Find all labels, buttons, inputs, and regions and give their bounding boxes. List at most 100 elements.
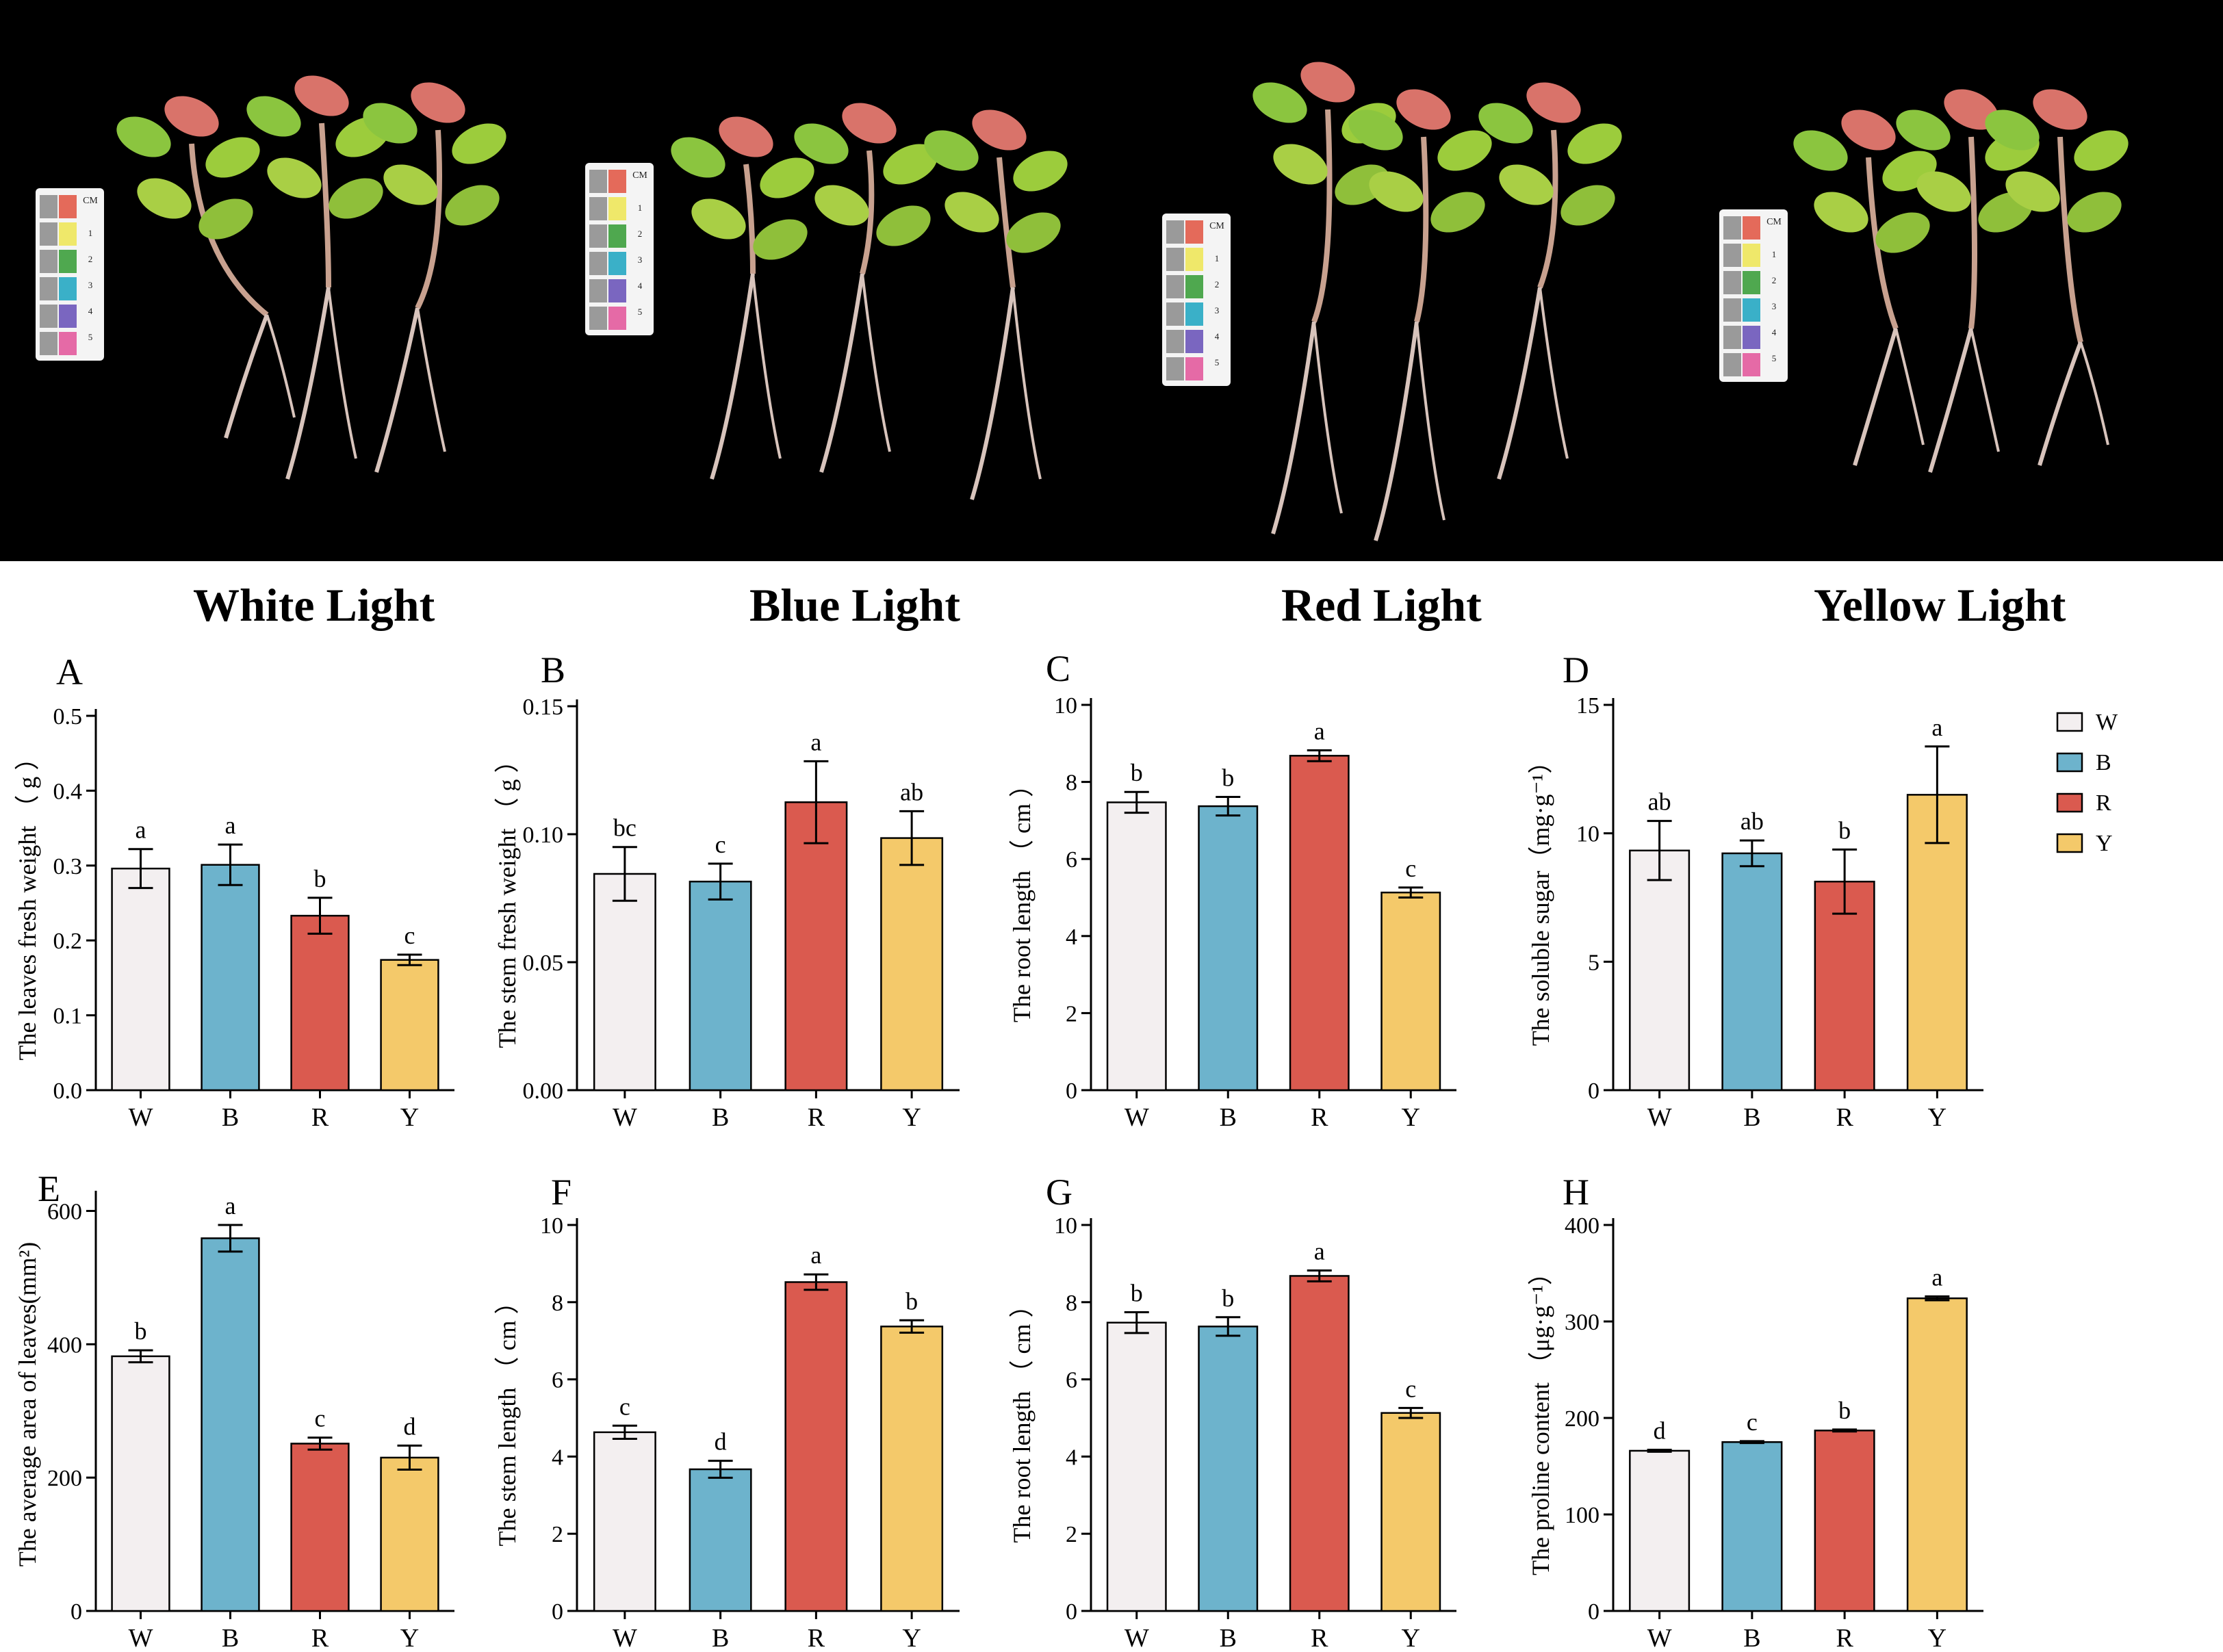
scale-card-tick: 2: [1215, 279, 1220, 289]
y-axis-label: The root length （ cm ）: [1008, 1293, 1036, 1543]
bar-r: [290, 914, 350, 1092]
significance-letter-w: ab: [1648, 788, 1671, 816]
y-tick-label: 0: [552, 1599, 563, 1625]
y-tick-label: 10: [1576, 822, 1599, 847]
scale-card-color-patch: [59, 250, 77, 273]
seedling-root: [2079, 341, 2109, 446]
scale-card-tick: 3: [638, 255, 643, 265]
significance-letter-b: c: [1747, 1408, 1758, 1436]
seedling-stem: [997, 157, 1016, 288]
seedling-leaf: [1841, 109, 1896, 151]
bar-b: [201, 864, 260, 1092]
bar-r: [1814, 1430, 1875, 1612]
bar-b: [201, 1237, 260, 1612]
seedling-leaf: [760, 157, 814, 198]
seedling-leaf: [452, 123, 506, 164]
scale-card-tick: 4: [1215, 331, 1220, 341]
seedling-leaf: [137, 178, 192, 219]
seedling-leaf: [1478, 103, 1533, 144]
significance-letter-r: b: [1838, 816, 1851, 844]
y-tick-label: 15: [1576, 693, 1599, 719]
x-tick-label-r: R: [808, 1103, 825, 1132]
seedling-stem: [189, 143, 269, 318]
seedling-root: [1415, 321, 1445, 521]
legend-label-w: W: [2096, 710, 2118, 735]
x-tick-label-w: W: [129, 1103, 153, 1132]
significance-letter-r: a: [810, 728, 821, 756]
scale-card-grey-patch: [40, 277, 57, 300]
x-tick-label-y: Y: [400, 1624, 419, 1652]
y-tick-label: 10: [540, 1213, 563, 1239]
scale-card-grey-patch: [1166, 275, 1184, 298]
scale-card-grey-patch: [40, 250, 57, 273]
panel-letter: C: [1046, 648, 1070, 689]
seedling: [1478, 82, 1622, 480]
seedling-leaf: [1348, 109, 1403, 151]
seedling-leaf: [883, 144, 938, 185]
y-tick-label: 8: [1066, 1291, 1077, 1316]
panel-letter: G: [1046, 1172, 1072, 1213]
scale-card-grey-patch: [40, 305, 57, 328]
seedling-root: [1271, 321, 1316, 534]
seedling-leaf: [164, 96, 219, 137]
seedling-leaf: [2074, 130, 2129, 171]
seedling-leaf: [1793, 130, 1848, 171]
bar-y: [880, 1326, 944, 1612]
x-tick-label-b: B: [1220, 1624, 1237, 1652]
scale-card-color-patch: [1743, 326, 1760, 349]
x-tick-label-y: Y: [1402, 1103, 1420, 1132]
scale-card-color-patch: [1743, 216, 1760, 240]
bar-y: [380, 1456, 439, 1612]
y-tick-label: 0: [1066, 1599, 1077, 1625]
y-tick-label: 400: [47, 1332, 82, 1358]
scale-card-grey-patch: [40, 195, 57, 218]
seedling-leaf: [1985, 109, 2040, 151]
scale-card-grey-patch: [1723, 271, 1741, 294]
seedling-root: [416, 307, 446, 452]
scale-card-grey-patch: [589, 307, 607, 330]
scale-card-color-patch: [608, 197, 626, 220]
y-tick-label: 600: [47, 1199, 82, 1224]
seedling-leaf: [1875, 212, 1930, 253]
seedling-leaf: [1396, 89, 1451, 130]
scale-card-grey-patch: [589, 252, 607, 275]
bar-r: [1289, 755, 1350, 1092]
legend-label-b: B: [2096, 750, 2111, 775]
seedling-root: [710, 273, 755, 480]
bar-r: [290, 1443, 350, 1612]
seedling-leaf: [1944, 89, 1999, 130]
y-axis-label: The soluble sugar（mg·g⁻¹）: [1527, 749, 1554, 1046]
scale-card-grey-patch: [589, 224, 607, 248]
x-tick-label-w: W: [1647, 1624, 1672, 1652]
scale-card-grey-patch: [1166, 220, 1184, 244]
x-tick-label-y: Y: [902, 1103, 921, 1132]
y-tick-label: 4: [1066, 925, 1077, 950]
scale-card-grey-patch: [1166, 248, 1184, 271]
y-tick-label: 2: [552, 1522, 563, 1547]
y-tick-label: 0.5: [53, 704, 83, 730]
y-tick-label: 10: [1054, 693, 1077, 719]
y-tick-label: 300: [1565, 1310, 1599, 1335]
seedling-root: [1313, 321, 1343, 514]
significance-letter-w: b: [1131, 759, 1143, 786]
y-tick-label: 2: [1066, 1522, 1077, 1547]
scale-card-grey-patch: [1723, 353, 1741, 376]
scale-card-tick: 5: [88, 332, 93, 342]
seedling-leaf: [1814, 192, 1868, 233]
seedling-leaf: [1300, 62, 1355, 103]
bar-y: [1906, 1297, 1968, 1612]
y-axis-label: The stem length （ cm ）: [493, 1290, 521, 1547]
seedling-stem: [1537, 129, 1558, 289]
seedling: [363, 82, 506, 473]
legend-label-r: R: [2096, 790, 2111, 816]
seedling-root: [751, 273, 782, 459]
bar-b: [689, 1468, 752, 1612]
significance-letter-y: a: [1931, 714, 1942, 741]
panel-letter: F: [551, 1172, 571, 1213]
seedling-stem: [860, 150, 875, 274]
condition-label-yellow: Yellow Light: [1814, 579, 2066, 631]
seedling-root: [1497, 287, 1542, 480]
seedling-root: [970, 287, 1015, 500]
seedling-leaf: [411, 82, 465, 123]
scale-card-color-patch: [608, 279, 626, 302]
